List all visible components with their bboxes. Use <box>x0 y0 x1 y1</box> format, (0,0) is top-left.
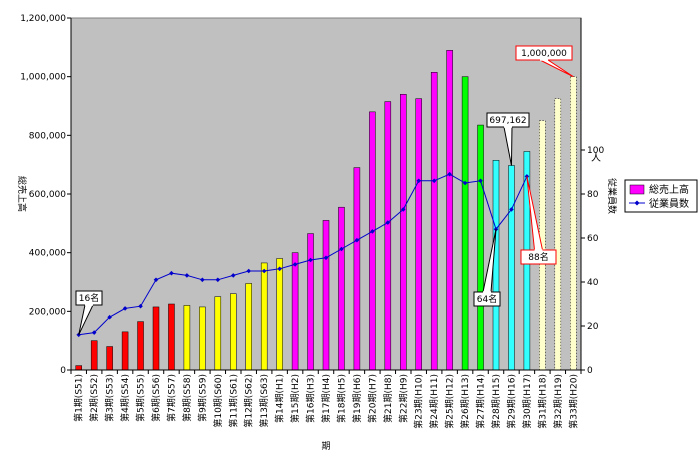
legend-label-sales: 総売上高 <box>649 183 689 196</box>
bar-25 <box>447 50 453 370</box>
x-tick-label: 第31期(H18) <box>536 374 548 429</box>
x-tick-label: 第17期(H4) <box>320 374 332 423</box>
bar-33 <box>570 77 576 370</box>
x-tick-label: 第27期(H14) <box>475 374 487 429</box>
x-tick-label: 第2期(S52) <box>88 374 100 422</box>
x-tick-label: 第28期(H15) <box>490 374 502 429</box>
bar-24 <box>431 72 437 370</box>
bar-29 <box>508 165 514 370</box>
bar-10 <box>215 297 221 370</box>
bar-18 <box>338 207 344 370</box>
bar-27 <box>478 125 484 370</box>
y-tick-label: 200,000 <box>29 307 66 317</box>
x-tick-label: 第15期(H2) <box>289 374 301 423</box>
x-tick-label: 第13期(S63) <box>258 374 270 428</box>
bar-7 <box>168 304 174 370</box>
x-tick-label: 第6期(S56) <box>150 374 162 422</box>
x-tick-label: 第19期(H6) <box>351 374 363 423</box>
x-tick-label: 第18期(H5) <box>335 374 347 423</box>
y-axis-title: 総売上高 <box>16 176 28 212</box>
x-tick-label: 第32期(H19) <box>552 374 564 429</box>
bar-2 <box>91 341 97 370</box>
x-tick-label: 第21期(H8) <box>382 374 394 423</box>
x-tick-label: 第23期(H10) <box>413 374 425 429</box>
bar-4 <box>122 332 128 370</box>
x-tick-label: 第24期(H11) <box>428 374 440 429</box>
y2-tick-label: 20 <box>587 322 599 332</box>
legend-label-employees: 従業員数 <box>649 197 689 210</box>
bar-6 <box>153 307 159 370</box>
bar-16 <box>308 234 314 370</box>
bar-21 <box>385 102 391 370</box>
x-tick-label: 第30期(H17) <box>521 374 533 429</box>
bar-14 <box>277 259 283 370</box>
bar-12 <box>246 283 252 370</box>
x-tick-label: 第4期(S54) <box>119 374 131 422</box>
x-tick-label: 第22期(H9) <box>397 374 409 423</box>
x-tick-label: 第16期(H3) <box>305 374 317 423</box>
x-tick-label: 第12期(S62) <box>243 374 255 428</box>
bar-17 <box>323 220 329 370</box>
y-tick-label: 400,000 <box>29 249 66 259</box>
x-tick-label: 第14期(H1) <box>274 374 286 423</box>
legend-swatch-sales <box>630 185 644 194</box>
x-axis-title: 期 <box>321 441 330 452</box>
sales-employee-chart: 0 200,000 400,000 600,000 800,000 1,000,000 1,… <box>0 0 700 463</box>
callout-text: 88名 <box>528 251 548 263</box>
y2-axis-title: 従業員数 <box>606 178 618 214</box>
x-tick-label: 第5期(S55) <box>135 374 147 422</box>
bar-20 <box>369 112 375 370</box>
bar-8 <box>184 305 190 370</box>
bar-28 <box>493 160 499 370</box>
callout-text: 1,000,000 <box>521 49 567 59</box>
bar-13 <box>261 263 267 370</box>
bar-19 <box>354 168 360 370</box>
callout-text: 16名 <box>79 292 99 304</box>
x-tick-label: 第26期(H13) <box>459 374 471 429</box>
y-tick-label: 800,000 <box>29 131 66 141</box>
x-tick-label: 第25期(H12) <box>444 374 456 429</box>
y-tick-label: 0 <box>60 366 66 376</box>
legend: 総売上高 従業員数 <box>625 180 697 212</box>
x-tick-label: 第3期(S53) <box>104 374 116 422</box>
y-tick-label: 1,000,000 <box>20 73 66 83</box>
y2-tick-label: 60 <box>587 234 599 244</box>
bar-23 <box>416 99 422 370</box>
x-tick-label: 第1期(S51) <box>73 374 85 422</box>
x-tick-label: 第9期(S59) <box>196 374 208 422</box>
x-tick-label: 第20期(H7) <box>366 374 378 423</box>
bar-26 <box>462 77 468 370</box>
callout-text: 697,162 <box>489 116 526 126</box>
x-tick-label: 第8期(S58) <box>181 374 193 422</box>
x-tick-label: 第10期(S60) <box>212 374 224 428</box>
bar-32 <box>555 99 561 370</box>
bar-15 <box>292 253 298 370</box>
bar-9 <box>199 307 205 370</box>
y-tick-label: 600,000 <box>29 190 66 200</box>
x-tick-label: 第33期(H20) <box>567 374 579 429</box>
callout-text: 64名 <box>477 293 497 305</box>
x-tick-label: 第7期(S57) <box>165 374 177 422</box>
x-tick-label: 第29期(H16) <box>505 374 517 429</box>
y-tick-label: 1,200,000 <box>20 14 66 24</box>
y2-tick-label: 40 <box>587 278 599 288</box>
y2-tick-label: 0 <box>587 366 593 376</box>
bar-11 <box>230 294 236 370</box>
bar-1 <box>76 366 82 370</box>
x-tick-label: 第11期(S61) <box>227 374 239 428</box>
y2-axis-unit: 人 <box>591 152 601 164</box>
y2-tick-label: 80 <box>587 190 599 200</box>
bar-22 <box>400 94 406 370</box>
bar-5 <box>138 322 144 370</box>
bar-3 <box>107 347 113 370</box>
